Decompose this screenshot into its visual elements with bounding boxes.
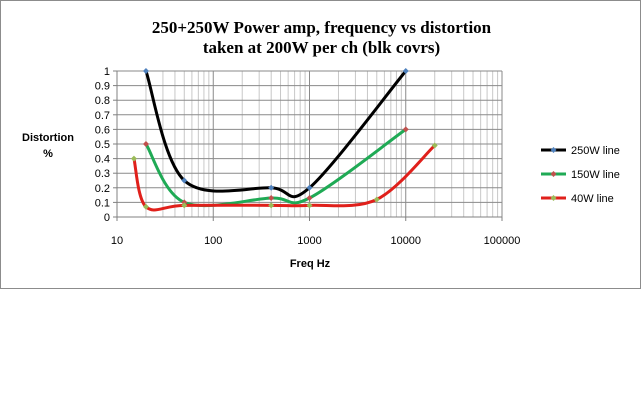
data-point-250w-line <box>268 184 275 191</box>
y-tick-label: 0.3 <box>95 168 110 180</box>
x-axis-label: Freq Hz <box>289 258 331 270</box>
legend-label-250w-line: 250W line <box>571 145 620 157</box>
x-tick-label: 1000 <box>297 235 321 247</box>
data-point-250w-line <box>181 177 188 184</box>
chart-title-line2: taken at 200W per ch (blk covrs) <box>202 38 441 57</box>
y-tick-label: 0.8 <box>95 95 110 107</box>
y-axis-label-line2: % <box>43 148 53 160</box>
data-point-250w-line <box>306 184 313 191</box>
y-tick-label: 0.4 <box>95 154 110 166</box>
y-axis-label: Distortion % <box>18 130 78 162</box>
y-tick-label: 0.9 <box>95 81 110 93</box>
data-point-40w-line <box>431 142 438 149</box>
y-tick-label: 0 <box>104 212 110 224</box>
y-tick-label: 0.2 <box>95 183 110 195</box>
data-point-40w-line <box>268 202 275 209</box>
legend-marker-40w-line <box>550 195 557 201</box>
legend-marker-150w-line <box>550 171 557 177</box>
legend-label-40w-line: 40W line <box>571 193 614 205</box>
data-point-40w-line <box>130 155 137 162</box>
y-tick-label: 0.6 <box>95 124 110 136</box>
legend-label-150w-line: 150W line <box>571 169 620 181</box>
y-tick-label: 0.1 <box>95 197 110 209</box>
y-tick-label: 0.7 <box>95 110 110 122</box>
data-point-150w-line <box>306 195 313 202</box>
data-point-40w-line <box>306 202 313 209</box>
chart-title-line1: 250+250W Power amp, frequency vs distort… <box>151 18 492 37</box>
data-point-150w-line <box>268 195 275 202</box>
x-tick-label: 100 <box>204 235 222 247</box>
legend-marker-250w-line <box>550 147 557 153</box>
y-tick-label: 0.5 <box>95 139 110 151</box>
y-tick-label: 1 <box>104 66 110 78</box>
data-point-150w-line <box>142 141 149 147</box>
data-point-150w-line <box>402 126 409 133</box>
x-tick-label: 10000 <box>390 235 421 247</box>
data-point-40w-line <box>373 196 380 203</box>
y-axis-label-line1: Distortion <box>22 132 74 144</box>
data-point-250w-line <box>142 68 149 74</box>
data-point-40w-line <box>181 202 188 209</box>
x-tick-label: 10 <box>111 235 123 247</box>
x-tick-label: 100000 <box>484 235 521 247</box>
data-point-40w-line <box>142 203 149 210</box>
data-point-250w-line <box>402 68 409 74</box>
